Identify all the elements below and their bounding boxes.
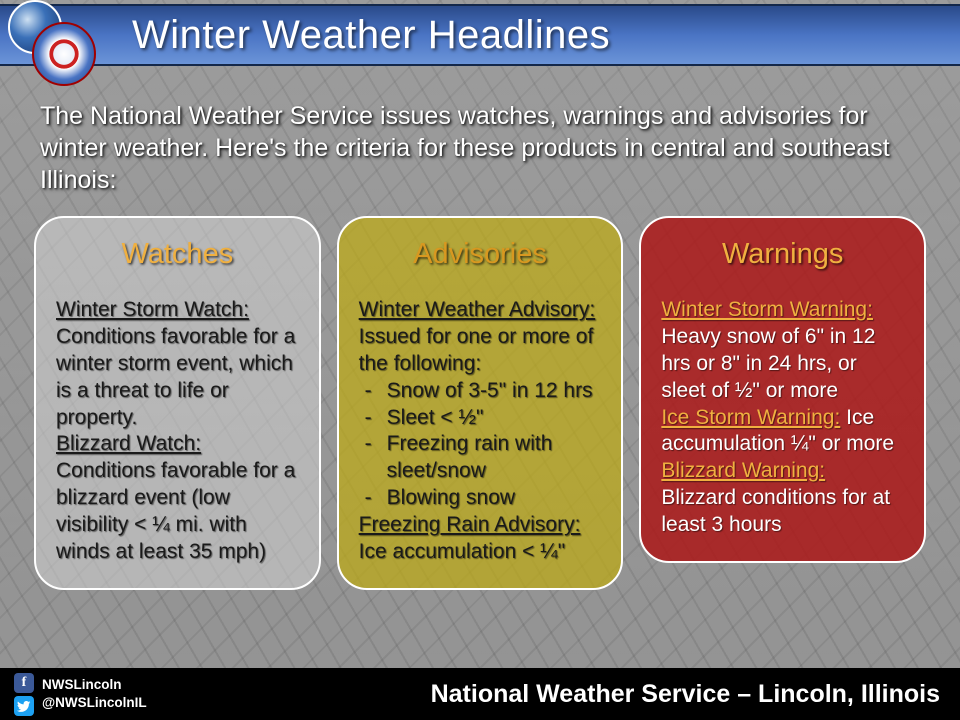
watches-item: Blizzard Watch: Conditions favorable for… — [56, 431, 299, 565]
term-label: Blizzard Watch: — [56, 432, 201, 455]
term-label: Ice Storm Warning: — [661, 406, 840, 429]
term-label: Winter Storm Watch: — [56, 298, 249, 321]
bullet-dash-icon: - — [359, 485, 387, 512]
intro-text: The National Weather Service issues watc… — [40, 100, 920, 196]
card-warnings-body: Winter Storm Warning: Heavy snow of 6" i… — [661, 297, 904, 539]
bullet-item: - Freezing rain with sleet/snow — [359, 431, 602, 485]
page-title: Winter Weather Headlines — [108, 13, 610, 58]
card-warnings: Warnings Winter Storm Warning: Heavy sno… — [639, 216, 926, 563]
social-text: NWSLincoln @NWSLincolnIL — [42, 676, 147, 712]
term-label: Blizzard Warning: — [661, 459, 825, 482]
term-text: Conditions favorable for a winter storm … — [56, 325, 295, 429]
card-advisories: Advisories Winter Weather Advisory: Issu… — [337, 216, 624, 590]
term-text: Heavy snow of 6" in 12 hrs or 8" in 24 h… — [661, 325, 875, 402]
warnings-item: Blizzard Warning: Blizzard conditions fo… — [661, 458, 904, 539]
twitter-handle: @NWSLincolnIL — [42, 694, 147, 712]
warnings-item: Ice Storm Warning: Ice accumulation ¼" o… — [661, 405, 904, 459]
term-text: Conditions favorable for a blizzard even… — [56, 459, 295, 563]
card-watches: Watches Winter Storm Watch: Conditions f… — [34, 216, 321, 590]
card-watches-title: Watches — [56, 238, 299, 271]
nws-logo-icon — [32, 22, 96, 86]
bullet-item: - Snow of 3-5" in 12 hrs — [359, 378, 602, 405]
bullet-text: Blowing snow — [387, 485, 602, 512]
bullet-dash-icon: - — [359, 405, 387, 432]
term-text: Blizzard conditions for at least 3 hours — [661, 486, 890, 536]
term-label: Winter Weather Advisory: — [359, 297, 602, 324]
term-label: Freezing Rain Advisory: — [359, 513, 581, 536]
cards-row: Watches Winter Storm Watch: Conditions f… — [34, 216, 926, 590]
bullet-dash-icon: - — [359, 378, 387, 405]
bullet-dash-icon: - — [359, 431, 387, 485]
advisory-lead: Issued for one or more of the following: — [359, 324, 602, 378]
social-block: f NWSLincoln @NWSLincolnIL — [0, 673, 147, 716]
header-bar: Winter Weather Headlines — [0, 4, 960, 66]
card-advisories-title: Advisories — [359, 238, 602, 271]
term-text: Ice accumulation < ¼" — [359, 540, 565, 563]
footer-org: National Weather Service – Lincoln, Illi… — [431, 680, 960, 709]
bullet-text: Sleet < ½" — [387, 405, 602, 432]
warnings-item: Winter Storm Warning: Heavy snow of 6" i… — [661, 297, 904, 405]
bullet-item: - Blowing snow — [359, 485, 602, 512]
advisory-item-2: Freezing Rain Advisory: Ice accumulation… — [359, 512, 602, 566]
card-watches-body: Winter Storm Watch: Conditions favorable… — [56, 297, 299, 566]
card-warnings-title: Warnings — [661, 238, 904, 271]
bullet-text: Snow of 3-5" in 12 hrs — [387, 378, 602, 405]
page: Winter Weather Headlines The National We… — [0, 0, 960, 720]
social-icons: f — [14, 673, 34, 716]
logo-group — [0, 4, 108, 66]
facebook-handle: NWSLincoln — [42, 676, 147, 694]
card-advisories-body: Winter Weather Advisory: Issued for one … — [359, 297, 602, 566]
term-label: Winter Storm Warning: — [661, 298, 873, 321]
footer-bar: f NWSLincoln @NWSLincolnIL National Weat… — [0, 668, 960, 720]
bullet-text: Freezing rain with sleet/snow — [387, 431, 602, 485]
twitter-icon — [14, 696, 34, 716]
watches-item: Winter Storm Watch: Conditions favorable… — [56, 297, 299, 431]
bullet-item: - Sleet < ½" — [359, 405, 602, 432]
facebook-icon: f — [14, 673, 34, 693]
